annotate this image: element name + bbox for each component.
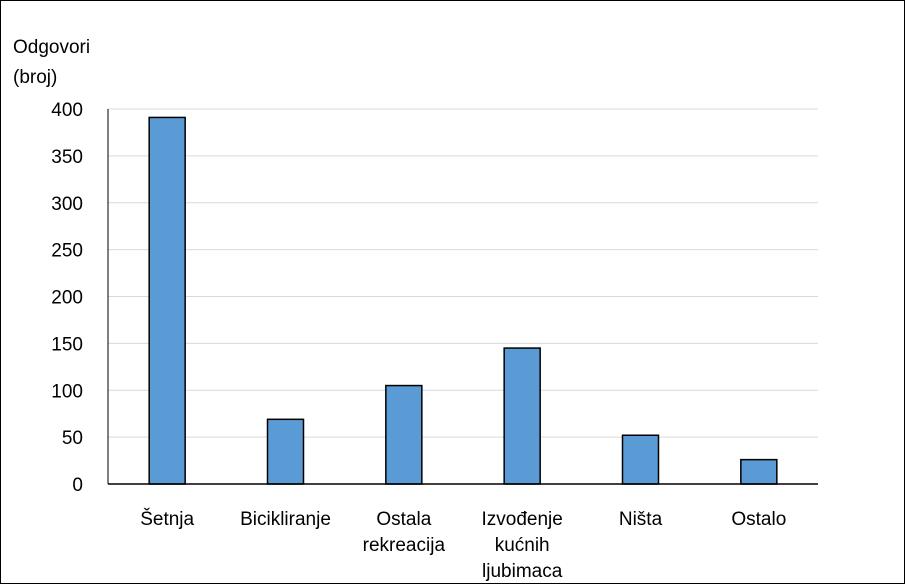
- bar: [385, 384, 423, 485]
- x-tick-label: Bicikliranje: [240, 509, 331, 530]
- x-tick-label: Izvođenje kućnih ljubimaca: [481, 509, 562, 582]
- y-axis-title-line-1: Odgovori: [13, 37, 91, 58]
- x-tick-label-line: Bicikliranje: [240, 509, 331, 530]
- x-tick-label: Ostalo: [731, 509, 786, 530]
- x-tick-label: Ostala rekreacija: [363, 509, 446, 556]
- x-tick-label-line: ljubimaca: [482, 561, 563, 582]
- x-tick-label-line: Ostalo: [731, 509, 786, 530]
- x-tick-labels: Šetnja Bicikliranje Ostala rekreacija Izvođe…: [140, 508, 786, 582]
- bars: [148, 116, 778, 485]
- y-tick-label: 150: [51, 334, 83, 355]
- x-tick-label: Šetnja: [140, 508, 194, 530]
- y-tick-label: 350: [51, 147, 83, 168]
- x-tick-label-line: Ništa: [619, 509, 663, 530]
- bar: [621, 434, 660, 485]
- y-axis-title: Odgovori (broj): [13, 33, 90, 93]
- x-tick-label-line: Ostala: [376, 509, 431, 530]
- x-tick-label-line: Šetnja: [140, 508, 194, 530]
- y-tick-label: 0: [72, 475, 83, 496]
- bar: [148, 116, 186, 485]
- y-tick-label: 200: [51, 288, 83, 309]
- y-tick-label: 250: [51, 241, 83, 262]
- y-tick-label: 400: [51, 100, 83, 121]
- x-tick-label-line: kućnih: [495, 535, 550, 556]
- y-axis-title-line-2: (broj): [13, 67, 58, 88]
- y-tick-label: 100: [51, 381, 83, 402]
- bar: [266, 418, 305, 485]
- y-tick-label: 300: [51, 194, 83, 215]
- grid-lines: [108, 108, 818, 438]
- x-tick-label-line: rekreacija: [363, 535, 446, 556]
- bar: [503, 347, 541, 485]
- axes: [107, 109, 818, 485]
- y-tick-label: 50: [62, 428, 83, 449]
- bar: [740, 458, 778, 485]
- x-tick-label: Ništa: [619, 509, 663, 530]
- y-tick-labels: 0 50 100 150 200 250 300 350 400: [51, 100, 83, 496]
- x-tick-label-line: Izvođenje: [481, 509, 562, 530]
